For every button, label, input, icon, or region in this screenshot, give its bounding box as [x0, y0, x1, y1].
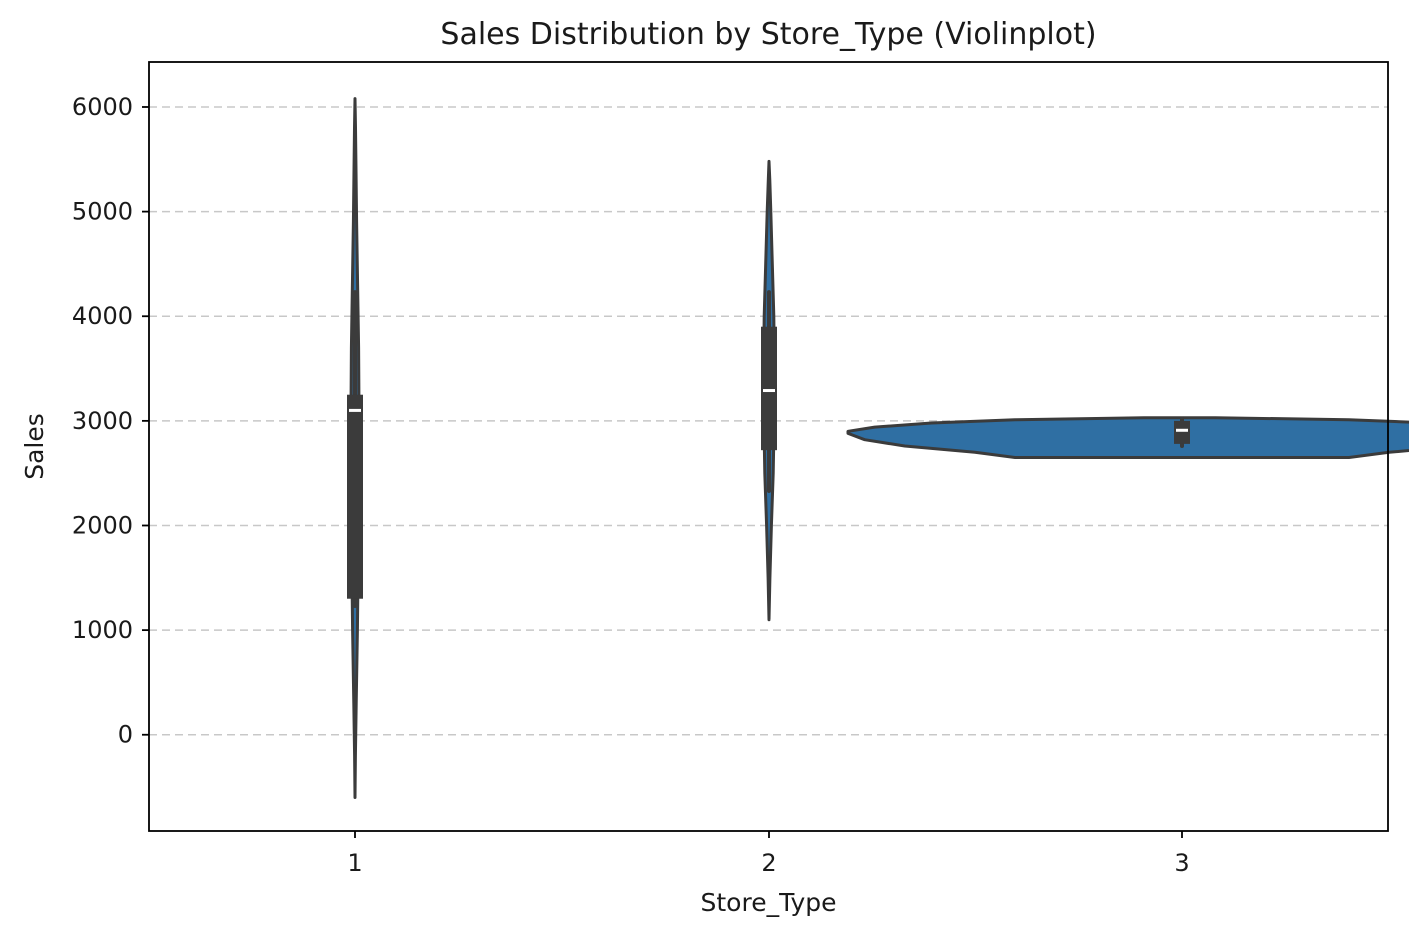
violin-iqr-box [761, 326, 777, 451]
y-tick-label: 4000 [72, 302, 133, 330]
violin-iqr-box [347, 394, 363, 599]
x-axis-label: Store_Type [701, 888, 837, 917]
y-tick-label: 0 [118, 721, 133, 749]
chart-title: Sales Distribution by Store_Type (Violin… [440, 17, 1096, 52]
violin-store-type-2 [761, 159, 777, 622]
x-tick-label: 1 [347, 849, 362, 877]
violin-store-type-1 [347, 97, 363, 799]
y-axis-label: Sales [20, 413, 49, 480]
y-tick-label: 6000 [72, 93, 133, 121]
y-tick-label: 3000 [72, 407, 133, 435]
violin-iqr-box [1174, 420, 1190, 444]
tick-layer: 0 1000 2000 3000 4000 5000 6000 1 2 3 [72, 93, 1190, 877]
violin-store-type-3 [846, 416, 1409, 459]
y-tick-label: 5000 [72, 198, 133, 226]
x-tick-label: 3 [1174, 849, 1189, 877]
violin-layer [347, 97, 1409, 799]
x-tick-label: 2 [761, 849, 776, 877]
y-tick-label: 1000 [72, 616, 133, 644]
y-tick-label: 2000 [72, 511, 133, 539]
violin-body [846, 416, 1409, 459]
